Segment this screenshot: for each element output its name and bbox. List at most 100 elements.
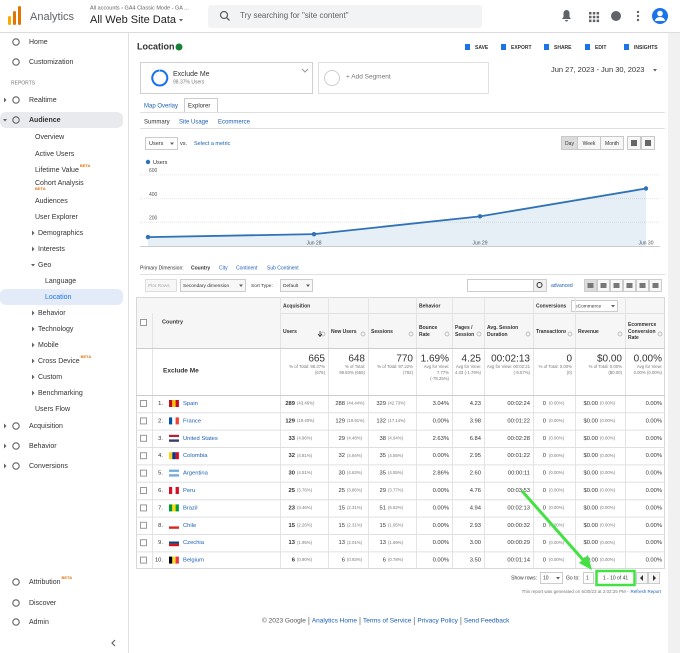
granularity-button[interactable] bbox=[600, 136, 624, 150]
add-segment-card[interactable] bbox=[318, 62, 489, 94]
checkbox[interactable] bbox=[140, 556, 147, 564]
more-icon[interactable] bbox=[636, 10, 640, 22]
show-rows-select[interactable] bbox=[540, 572, 563, 584]
help-icon[interactable] bbox=[611, 11, 621, 21]
nav-item[interactable]: Cross Device bbox=[38, 358, 80, 365]
nav-item[interactable]: Home bbox=[29, 39, 48, 46]
nav-caret bbox=[32, 246, 35, 252]
nav-item[interactable]: Location bbox=[45, 294, 72, 301]
report-action[interactable]: EXPORT bbox=[511, 45, 532, 51]
nav-item[interactable]: Active Users bbox=[35, 151, 75, 158]
nav-item[interactable]: Mobile bbox=[38, 342, 59, 349]
column-header[interactable]: Country bbox=[162, 319, 184, 325]
table-search-button[interactable] bbox=[533, 279, 547, 292]
table-cell: (0.00%) bbox=[549, 453, 565, 458]
dimension-option[interactable]: City bbox=[219, 265, 228, 271]
table-cell: 13 bbox=[289, 540, 296, 546]
dimension-option[interactable]: Country bbox=[191, 265, 210, 271]
country-link[interactable]: Peru bbox=[183, 488, 195, 494]
nav-item[interactable]: User Explorer bbox=[35, 214, 78, 221]
report-action[interactable]: SAVE bbox=[475, 45, 489, 51]
nav-item[interactable]: Custom bbox=[38, 374, 62, 381]
secondary-dimension[interactable] bbox=[180, 279, 246, 292]
goto-input[interactable] bbox=[583, 572, 594, 584]
report-action[interactable]: SHARE bbox=[554, 45, 572, 51]
footer-link[interactable]: Privacy Policy bbox=[417, 618, 458, 625]
granularity-label[interactable]: Month bbox=[605, 141, 619, 147]
nav-item[interactable]: Language bbox=[45, 278, 76, 285]
country-link[interactable]: Chile bbox=[183, 523, 196, 529]
nav-item[interactable]: Attribution bbox=[29, 579, 61, 586]
country-link[interactable]: United States bbox=[183, 436, 218, 442]
footer-link[interactable]: Analytics Home bbox=[312, 618, 358, 625]
nav-item[interactable]: Behavior bbox=[38, 310, 66, 317]
nav-item[interactable]: Geo bbox=[38, 262, 51, 269]
nav-item[interactable]: Audience bbox=[29, 117, 61, 124]
nav-item[interactable]: Benchmarking bbox=[38, 390, 83, 397]
nav-item[interactable]: Cohort Analysis bbox=[35, 180, 84, 187]
dimension-option[interactable]: Sub Continent bbox=[267, 265, 299, 271]
country-link[interactable]: Czechia bbox=[183, 540, 205, 546]
nav-item[interactable]: Demographics bbox=[38, 230, 84, 237]
granularity-label[interactable]: Week bbox=[583, 141, 596, 147]
table-cell: 3.98 bbox=[470, 418, 481, 424]
nav-item[interactable]: Overview bbox=[35, 134, 65, 141]
nav-item[interactable]: Discover bbox=[29, 600, 57, 607]
table-search[interactable] bbox=[467, 279, 534, 292]
nav-item[interactable]: Customization bbox=[29, 59, 73, 66]
granularity-label[interactable]: Day bbox=[565, 141, 574, 147]
nav-item[interactable]: Conversions bbox=[29, 463, 68, 470]
apps-icon[interactable] bbox=[589, 12, 600, 23]
dimension-option[interactable]: Continent bbox=[236, 265, 258, 271]
nav-item[interactable]: Acquisition bbox=[29, 423, 63, 430]
footer-link[interactable]: Terms of Service bbox=[363, 618, 412, 625]
conversion-select[interactable] bbox=[571, 300, 618, 312]
checkbox[interactable] bbox=[140, 319, 147, 326]
subtab[interactable]: Ecommerce bbox=[218, 120, 251, 126]
checkbox[interactable] bbox=[140, 469, 147, 477]
subtab[interactable]: Summary bbox=[144, 120, 170, 126]
nav-item[interactable]: Users Flow bbox=[35, 406, 71, 413]
checkbox[interactable] bbox=[140, 434, 147, 442]
sort-dropdown[interactable] bbox=[280, 279, 313, 292]
property-selector[interactable]: All Web Site Data bbox=[90, 14, 177, 26]
checkbox[interactable] bbox=[140, 521, 147, 529]
checkbox[interactable] bbox=[140, 452, 147, 460]
tab[interactable]: Explorer bbox=[188, 104, 210, 110]
nav-item[interactable]: Audiences bbox=[35, 198, 68, 205]
subtab[interactable]: Site Usage bbox=[179, 120, 209, 126]
tab[interactable]: Map Overlay bbox=[144, 104, 178, 110]
footer-link[interactable]: Send Feedback bbox=[464, 618, 510, 625]
refresh-link[interactable]: Refresh Report bbox=[630, 589, 661, 594]
nav-item[interactable]: Admin bbox=[29, 619, 49, 626]
nav-item[interactable]: Interests bbox=[38, 246, 65, 253]
select-metric[interactable]: Select a metric bbox=[194, 141, 231, 147]
country-link[interactable]: Colombia bbox=[183, 453, 208, 459]
date-range[interactable]: Jun 27, 2023 - Jun 30, 2023 bbox=[551, 65, 644, 74]
country-link[interactable]: France bbox=[183, 418, 201, 424]
checkbox[interactable] bbox=[140, 417, 147, 425]
nav-item[interactable]: Realtime bbox=[29, 97, 57, 104]
add-segment[interactable]: + Add Segment bbox=[346, 74, 391, 81]
country-link[interactable]: Spain bbox=[183, 401, 198, 407]
nav-item[interactable]: Behavior bbox=[29, 443, 57, 450]
metric-dropdown[interactable] bbox=[145, 137, 178, 150]
report-action[interactable]: EDIT bbox=[595, 45, 606, 51]
nav-item[interactable]: Lifetime Value bbox=[35, 167, 79, 174]
advanced-link[interactable]: advanced bbox=[551, 283, 573, 289]
report-action[interactable]: INSIGHTS bbox=[634, 45, 658, 51]
checkbox[interactable] bbox=[140, 504, 147, 512]
country-link[interactable]: Brazil bbox=[183, 505, 198, 511]
country-link[interactable]: Belgium bbox=[183, 558, 204, 564]
checkbox[interactable] bbox=[140, 539, 147, 547]
breadcrumb[interactable]: All accounts › GA4 Classic Mode - GA ... bbox=[90, 5, 189, 11]
plot-rows-button[interactable] bbox=[145, 279, 177, 292]
notifications-icon[interactable] bbox=[562, 10, 571, 22]
checkbox[interactable] bbox=[140, 487, 147, 494]
collapse-icon[interactable] bbox=[111, 639, 116, 647]
search-box[interactable] bbox=[208, 5, 482, 28]
table-cell: (0.00%) bbox=[600, 505, 616, 510]
nav-item[interactable]: Technology bbox=[38, 326, 74, 333]
checkbox[interactable] bbox=[140, 400, 147, 407]
country-link[interactable]: Argentina bbox=[183, 471, 209, 477]
